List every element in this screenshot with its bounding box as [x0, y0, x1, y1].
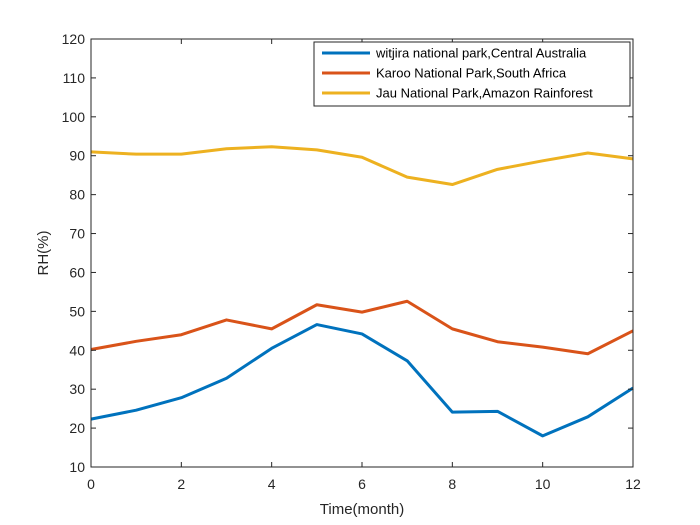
x-tick-label: 4 [268, 476, 276, 492]
legend-label-2: Karoo National Park,South Africa [376, 66, 567, 81]
y-axis-label: RH(%) [35, 231, 52, 276]
y-tick-label: 70 [69, 226, 85, 242]
y-tick-label: 10 [69, 459, 85, 475]
axes-layer: 0 2 4 6 8 10 12 10 20 30 40 50 60 70 80 90 100 110 120 [62, 31, 641, 492]
series-layer [90, 145, 634, 438]
series-line-1 [90, 323, 634, 438]
y-tick-label: 20 [69, 420, 85, 436]
y-tick-label: 120 [62, 31, 86, 47]
y-tick-label: 90 [69, 148, 85, 164]
x-tick-label: 6 [358, 476, 366, 492]
y-tick-label: 110 [63, 70, 86, 86]
x-tick-label: 12 [625, 476, 641, 492]
plot-area [91, 39, 633, 467]
y-tick-label: 60 [69, 264, 85, 280]
x-axis-label: Time(month) [320, 501, 404, 518]
y-tick-label: 50 [69, 303, 85, 319]
x-tick-label: 0 [87, 476, 95, 492]
x-tick-label: 2 [177, 476, 185, 492]
legend: witjira national park,Central Australia K… [313, 41, 631, 107]
y-tick-label: 80 [69, 187, 85, 203]
legend-label-3: Jau National Park,Amazon Rainforest [376, 86, 593, 101]
y-tick-label: 100 [62, 109, 86, 125]
y-tick-label: 30 [69, 381, 85, 397]
y-tick-label: 40 [69, 342, 85, 358]
x-tick-label: 8 [448, 476, 456, 492]
x-tick-label: 10 [535, 476, 551, 492]
legend-label-1: witjira national park,Central Australia [375, 46, 587, 61]
series-line-3 [90, 145, 634, 187]
series-line-2 [90, 299, 634, 356]
